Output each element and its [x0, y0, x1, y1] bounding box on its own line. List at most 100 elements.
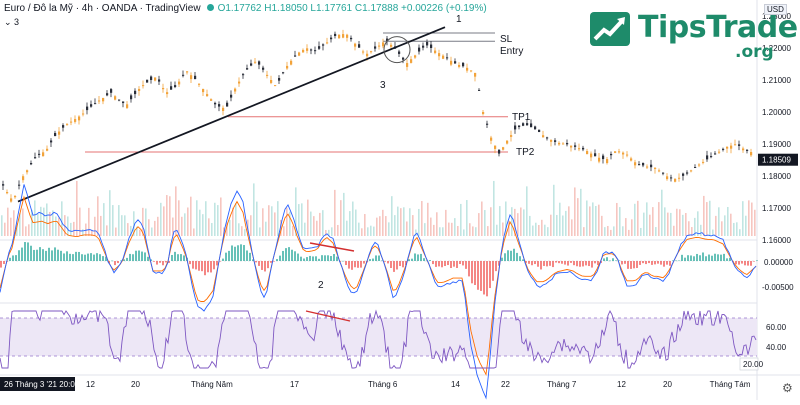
- candle-body: [414, 55, 417, 58]
- volume-bar: [667, 212, 669, 236]
- volume-bar: [688, 221, 690, 236]
- ohlc-values: O1.17762 H1.18050 L1.17761 C1.17888 +0.0…: [217, 3, 487, 14]
- macd-line: [0, 184, 757, 400]
- volume-bar: [391, 196, 393, 236]
- macd-histogram-bar: [141, 251, 143, 261]
- volume-bar: [745, 215, 747, 236]
- macd-histogram-bar: [669, 261, 671, 266]
- candle-body: [550, 140, 553, 142]
- volume-bar: [691, 227, 693, 236]
- currency-label[interactable]: USD: [764, 4, 787, 15]
- volume-bar: [715, 215, 717, 236]
- candle-body: [302, 49, 305, 53]
- candle-body: [86, 106, 89, 111]
- macd-histogram-bar: [210, 261, 212, 273]
- macd-histogram-bar: [591, 261, 593, 268]
- volume-bar: [265, 221, 267, 236]
- macd-histogram-bar: [135, 250, 137, 261]
- volume-bar: [256, 201, 258, 236]
- candle-body: [206, 94, 209, 97]
- macd-histogram-bar: [597, 261, 599, 266]
- macd-histogram-bar: [354, 261, 356, 268]
- time-start-label: 26 Tháng 3 '21 20:00: [4, 380, 80, 389]
- time-axis-label: 20: [663, 380, 672, 389]
- candle-body: [262, 67, 265, 70]
- volume-bar: [493, 180, 495, 236]
- volume-bar: [217, 205, 219, 236]
- price-axis-label: 1.23000: [762, 12, 791, 21]
- macd-histogram-bar: [285, 248, 287, 261]
- macd-histogram-bar: [666, 261, 668, 265]
- volume-bar: [301, 203, 303, 236]
- macd-histogram-bar: [678, 260, 680, 262]
- candle-body: [162, 88, 165, 90]
- candle-body: [222, 107, 225, 112]
- candle-body: [314, 50, 317, 52]
- macd-histogram-bar: [123, 259, 125, 261]
- volume-bar: [226, 222, 228, 236]
- volume-bar: [727, 206, 729, 236]
- candle-body: [110, 89, 113, 93]
- macd-histogram-bar: [111, 260, 113, 262]
- volume-bar: [442, 227, 444, 236]
- macd-histogram-bar: [21, 247, 23, 261]
- candle-body: [326, 42, 329, 44]
- candle-body: [458, 64, 461, 67]
- volume-bar: [544, 224, 546, 236]
- macd-histogram-bar: [243, 245, 245, 261]
- macd-histogram-bar: [660, 261, 662, 265]
- macd-histogram-bar: [414, 253, 416, 261]
- volume-bar: [439, 227, 441, 236]
- candle-body: [718, 151, 721, 153]
- volume-bar: [394, 215, 396, 236]
- macd-histogram-bar: [741, 261, 743, 264]
- time-axis-label: 12: [617, 380, 626, 389]
- volume-bar: [349, 211, 351, 236]
- settings-gear-icon[interactable]: ⚙: [782, 381, 793, 395]
- macd-histogram-bar: [594, 261, 596, 264]
- volume-bar: [598, 204, 600, 236]
- volume-bar: [229, 220, 231, 236]
- macd-histogram-bar: [369, 259, 371, 261]
- volume-bar: [52, 210, 54, 236]
- macd-histogram-bar: [390, 261, 392, 268]
- candle-body: [50, 140, 53, 143]
- candle-body: [374, 46, 377, 49]
- macd-histogram-bar: [198, 261, 200, 271]
- volume-bar: [319, 212, 321, 236]
- macd-histogram-bar: [738, 261, 740, 265]
- candle-body: [318, 46, 321, 49]
- volume-bar: [31, 209, 33, 236]
- volume-bar: [13, 210, 15, 236]
- candle-body: [630, 158, 633, 161]
- macd-histogram-bar: [417, 254, 419, 261]
- volume-bar: [295, 187, 297, 236]
- volume-bar: [580, 188, 582, 236]
- candle-body: [430, 44, 433, 48]
- candle-body: [22, 176, 25, 181]
- chevron-icon[interactable]: ⌄: [4, 17, 12, 27]
- symbol-text[interactable]: Euro / Đô la Mỹ · 4h · OANDA · TradingVi…: [4, 3, 201, 14]
- macd-histogram-bar: [405, 261, 407, 266]
- candle-body: [286, 65, 289, 69]
- macd-histogram-bar: [510, 250, 512, 261]
- volume-bar: [676, 208, 678, 236]
- macd-histogram-bar: [654, 261, 656, 265]
- macd-histogram-bar: [162, 261, 164, 266]
- volume-bar: [721, 221, 723, 236]
- volume-bar: [103, 203, 105, 236]
- volume-bar: [643, 212, 645, 236]
- macd-divergence-line: [309, 242, 355, 252]
- symbol-header: Euro / Đô la Mỹ · 4h · OANDA · TradingVi…: [4, 3, 487, 15]
- candle-body: [410, 59, 413, 63]
- candle-body: [674, 178, 677, 182]
- macd-histogram-bar: [213, 261, 215, 270]
- volume-bar: [79, 207, 81, 236]
- volume-bar: [73, 221, 75, 236]
- macd-histogram-bar: [555, 261, 557, 263]
- macd-histogram-bar: [747, 261, 749, 266]
- indicator-count[interactable]: ⌄ 3: [4, 17, 19, 28]
- macd-histogram-bar: [159, 261, 161, 263]
